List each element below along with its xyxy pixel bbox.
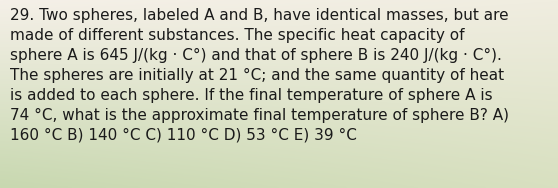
Text: 29. Two spheres, labeled A and B, have identical masses, but are
made of differe: 29. Two spheres, labeled A and B, have i… [10, 8, 509, 143]
